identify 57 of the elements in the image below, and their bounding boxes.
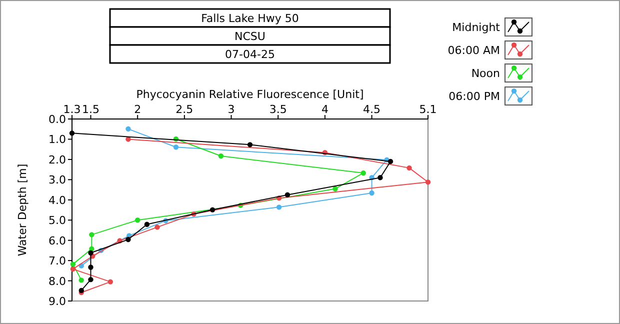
point (126, 136, 131, 142)
point (276, 204, 282, 210)
point (144, 222, 150, 227)
point (70, 266, 76, 272)
point (332, 186, 338, 192)
point (89, 246, 94, 252)
point (70, 262, 76, 267)
point (154, 224, 160, 230)
y-tick-label: 2.0 (48, 153, 66, 166)
y-tick-label: 5.0 (48, 214, 66, 228)
text: 07-04-25 (225, 48, 275, 61)
point (69, 130, 75, 136)
point (218, 153, 224, 159)
point (388, 158, 394, 164)
x-tick-label: 5.1 (419, 103, 437, 116)
y-tick-label: 8.0 (48, 274, 66, 288)
point (108, 279, 114, 284)
point (173, 144, 179, 150)
point (247, 142, 253, 148)
point (210, 207, 216, 212)
point (369, 190, 374, 196)
x-tick-label: 3 (228, 103, 235, 116)
y-axis-title: Water Depth [m] (16, 164, 29, 256)
legend-label: 06:00 AM (448, 44, 500, 57)
x-tick-label: 2 (134, 103, 142, 116)
point (126, 126, 131, 132)
x-tick-label: 2.5 (176, 103, 194, 116)
y-tick-label: 4.0 (48, 194, 66, 207)
x-tick-label: 3.5 (269, 103, 287, 116)
point (78, 278, 84, 283)
point (406, 165, 412, 171)
point (425, 179, 431, 185)
legend-label: 06:00 PM (448, 90, 500, 103)
point (88, 276, 94, 282)
point (126, 236, 131, 242)
y-tick-label: 0.0 (48, 113, 66, 126)
chart-title: Falls Lake Hwy 50 (201, 12, 299, 25)
x-tick-label: 4 (321, 103, 328, 116)
point (88, 264, 94, 270)
y-tick-label: 1.0 (48, 133, 66, 146)
x-axis-title: Phycocyanin Relative Fluorescence [Unit] (136, 88, 364, 101)
y-tick-label: 6.0 (48, 234, 66, 248)
point (378, 175, 383, 180)
y-tick-label: 9.0 (48, 295, 66, 308)
point (284, 192, 290, 198)
legend-label: Midnight (452, 21, 501, 34)
x-tick-label: 1.3 (63, 103, 81, 116)
y-tick-label: 3.0 (48, 174, 66, 187)
chart-subtitle: NCSU (234, 30, 266, 43)
point (134, 218, 140, 223)
x-tick-label: 4.5 (363, 103, 381, 116)
point (360, 170, 366, 176)
point (89, 232, 94, 238)
legend-label: Noon (471, 67, 500, 80)
point (88, 250, 94, 256)
y-tick-label: 7.0 (48, 254, 66, 268)
x-tick-label: 1.5 (82, 103, 100, 116)
